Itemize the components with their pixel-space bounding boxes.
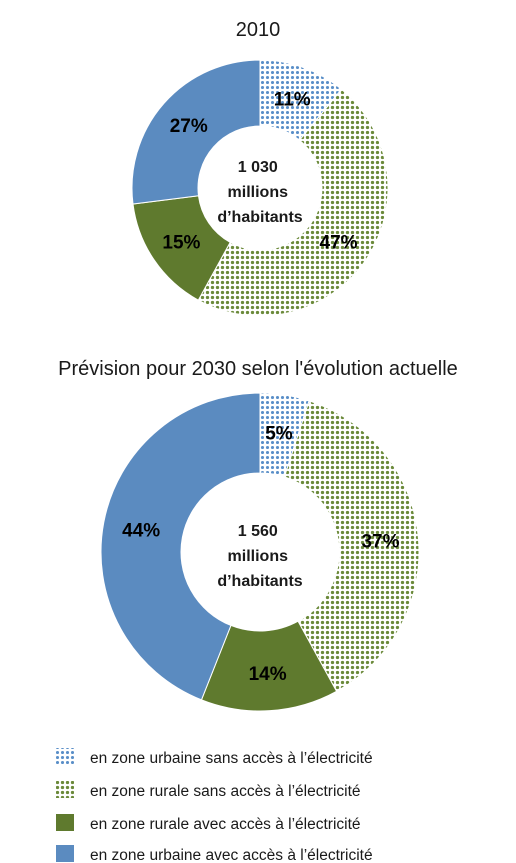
slice-label-urban-no-access: 5% [265, 423, 293, 444]
center-value-2030: 1 560 [238, 523, 278, 540]
donut-2010 [131, 59, 389, 317]
slice-label-rural-no-access: 37% [361, 532, 399, 553]
slice-label-rural-no-access: 47% [320, 232, 358, 253]
slice-label-urban-access: 44% [122, 520, 160, 541]
slice-rural-no-access [283, 400, 420, 693]
center-label-2010: 1 030 millions d’habitants [217, 159, 302, 226]
chart-2030: Prévision pour 2030 selon l'évolution ac… [58, 358, 458, 712]
legend-label-urban-no-access: en zone urbaine sans accès à l’électrici… [90, 750, 373, 767]
legend-item-rural-no-access: en zone rurale sans accès à l’électricit… [56, 781, 361, 800]
slice-urban-access [131, 59, 261, 205]
center-unit-line2-2010: d’habitants [217, 209, 302, 226]
center-unit-line2-2030: d’habitants [217, 573, 302, 590]
legend-item-urban-access: en zone urbaine avec accès à l’électrici… [56, 845, 373, 863]
slice-label-urban-access: 27% [170, 116, 208, 137]
slice-label-rural-access: 15% [162, 232, 200, 253]
center-value-2010: 1 030 [238, 159, 278, 176]
slice-rural-no-access [197, 88, 389, 317]
slice-labels-2030: 5% 37% 14% 44% [122, 423, 399, 684]
legend-item-urban-no-access: en zone urbaine sans accès à l’électrici… [56, 748, 373, 767]
donut-2030 [100, 392, 420, 712]
legend-swatch-urban-access [56, 845, 74, 862]
chart-title-2030: Prévision pour 2030 selon l'évolution ac… [58, 358, 458, 380]
slice-label-urban-no-access: 11% [274, 90, 311, 111]
slice-labels-2010: 11% 47% 15% 27% [162, 90, 357, 254]
chart-2010: 2010 11% 47% 15% 27% 1 030 millions d’habit… [131, 19, 389, 317]
legend-swatch-rural-access [56, 814, 74, 831]
legend-label-rural-no-access: en zone rurale sans accès à l’électricit… [90, 783, 361, 800]
legend-label-urban-access: en zone urbaine avec accès à l’électrici… [90, 847, 373, 863]
legend: en zone urbaine sans accès à l’électrici… [56, 748, 373, 863]
slice-label-rural-access: 14% [249, 664, 287, 685]
center-label-2030: 1 560 millions d’habitants [217, 523, 302, 590]
chart-title-2010: 2010 [236, 19, 281, 41]
legend-swatch-rural-no-access [56, 781, 74, 798]
legend-swatch-urban-no-access [56, 748, 74, 765]
legend-label-rural-access: en zone rurale avec accès à l’électricit… [90, 816, 361, 833]
center-unit-line1-2010: millions [228, 184, 289, 201]
slice-urban-access [100, 392, 261, 701]
center-unit-line1-2030: millions [228, 548, 289, 565]
legend-item-rural-access: en zone rurale avec accès à l’électricit… [56, 814, 361, 833]
